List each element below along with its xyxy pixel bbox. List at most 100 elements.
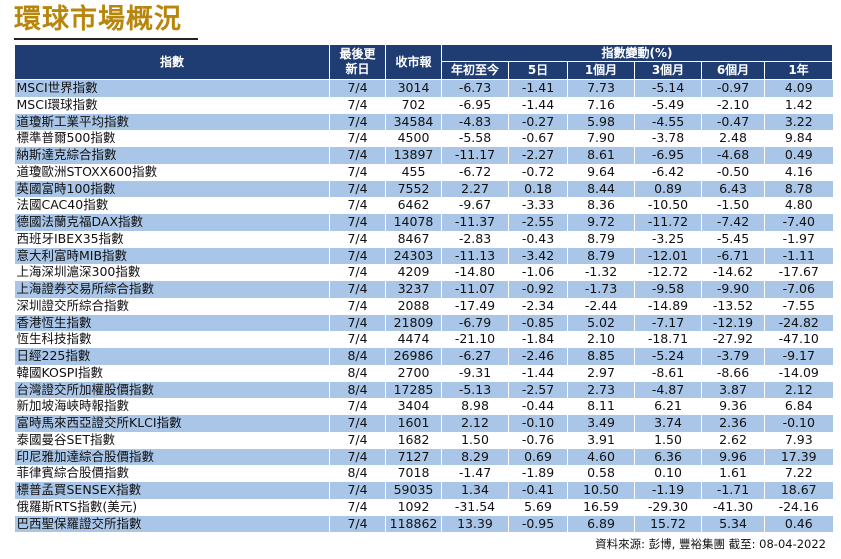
6m-change-cell: -0.47 — [701, 113, 765, 131]
3m-change-cell: -1.19 — [634, 482, 702, 499]
index-name-cell: 深圳證交所綜合指數 — [14, 297, 330, 315]
3m-change-cell: 3.74 — [634, 415, 702, 432]
ytd-change-cell: -6.95 — [441, 96, 509, 114]
ytd-change-cell: -14.80 — [441, 264, 509, 281]
table-row: 巴西聖保羅證交所指數 7/4 118862 13.39 -0.95 6.89 15.72 5.… — [14, 515, 833, 533]
last-update-cell: 7/4 — [329, 398, 386, 415]
table-row: 道瓊斯工業平均指數 7/4 34584 -4.83 -0.27 5.98 -4.55 -0.4… — [14, 113, 833, 131]
close-cell: 4500 — [385, 130, 442, 147]
5d-change-cell: -2.55 — [508, 214, 568, 231]
1y-change-cell: 6.84 — [764, 398, 833, 415]
1y-change-cell: 8.78 — [764, 180, 833, 198]
1y-change-cell: 9.84 — [764, 130, 833, 147]
index-name-cell: 道瓊斯工業平均指數 — [14, 113, 330, 131]
table-row: 印尼雅加達綜合股價指數 7/4 7127 8.29 0.69 4.60 6.36 9.96 17… — [14, 448, 833, 466]
last-update-cell: 7/4 — [329, 113, 386, 131]
index-name-cell: 日經225指數 — [14, 348, 330, 365]
close-cell: 21809 — [385, 314, 442, 332]
table-row: 深圳證交所綜合指數 7/4 2088 -17.49 -2.34 -2.44 -14.89 -1… — [14, 297, 833, 315]
index-name-cell: 西班牙IBEX35指數 — [14, 230, 330, 248]
6m-change-cell: 6.43 — [701, 180, 765, 198]
index-name-cell: 台灣證交所加權股價指數 — [14, 381, 330, 399]
close-cell: 7018 — [385, 465, 442, 482]
1m-change-cell: 16.59 — [567, 498, 635, 516]
index-name-cell: 納斯達克綜合指數 — [14, 147, 330, 164]
1y-change-cell: -7.55 — [764, 297, 833, 315]
5d-change-cell: -2.34 — [508, 297, 568, 315]
6m-change-cell: 2.62 — [701, 431, 765, 449]
1m-change-cell: 7.90 — [567, 130, 635, 147]
1m-change-cell: 3.91 — [567, 431, 635, 449]
close-cell: 4474 — [385, 331, 442, 348]
1y-change-cell: 1.42 — [764, 96, 833, 114]
last-update-cell: 7/4 — [329, 247, 386, 265]
1y-change-cell: -1.97 — [764, 230, 833, 248]
table-row: 香港恆生指數 7/4 21809 -6.79 -0.85 5.02 -7.17 -12.19-… — [14, 314, 833, 332]
last-update-cell: 8/4 — [329, 348, 386, 365]
close-cell: 34584 — [385, 113, 442, 131]
close-cell: 1682 — [385, 431, 442, 449]
market-table: 指數 最後更新日 收市報 指數變動(%) 年初至今 5日 1個月 3個月 6個月… — [14, 44, 833, 533]
1m-change-cell: 2.10 — [567, 331, 635, 348]
1m-change-cell: 8.36 — [567, 197, 635, 214]
ytd-change-cell: -4.83 — [441, 113, 509, 131]
1y-change-cell: -47.10 — [764, 331, 833, 348]
table-row: 標普孟買SENSEX指數 7/4 59035 1.34 -0.41 10.50 -1.19-… — [14, 482, 833, 499]
index-name-cell: 香港恆生指數 — [14, 314, 330, 332]
close-cell: 6462 — [385, 197, 442, 214]
5d-change-cell: -1.44 — [508, 96, 568, 114]
1y-change-cell: 4.09 — [764, 79, 833, 97]
5d-change-cell: -0.92 — [508, 281, 568, 298]
3m-change-cell: -11.72 — [634, 214, 702, 231]
close-cell: 24303 — [385, 247, 442, 265]
ytd-change-cell: 13.39 — [441, 515, 509, 533]
close-cell: 1092 — [385, 498, 442, 516]
last-update-cell: 7/4 — [329, 448, 386, 466]
table-body: MSCI世界指數 7/4 3014 -6.73 -1.41 7.73 -5.14 -0.97 4… — [14, 79, 833, 533]
ytd-change-cell: -11.13 — [441, 247, 509, 265]
close-cell: 3237 — [385, 281, 442, 298]
close-cell: 4209 — [385, 264, 442, 281]
index-name-cell: 俄羅斯RTS指數(美元) — [14, 498, 330, 516]
table-row: 新加坡海峽時報指數 7/4 3404 8.98 -0.44 8.11 6.21 9.36 6.8… — [14, 398, 833, 415]
index-name-cell: 泰國曼谷SET指數 — [14, 431, 330, 449]
5d-change-cell: -2.27 — [508, 147, 568, 164]
table-row: 俄羅斯RTS指數(美元) 7/4 1092 -31.54 5.69 16.59 -29.30… — [14, 498, 833, 516]
5d-change-cell: 5.69 — [508, 498, 568, 516]
3m-change-cell: -29.30 — [634, 498, 702, 516]
title-underline — [14, 38, 198, 40]
3m-change-cell: -10.50 — [634, 197, 702, 214]
header-change-group: 指數變動(%) — [441, 44, 833, 62]
1y-change-cell: -1.11 — [764, 247, 833, 265]
close-cell: 3404 — [385, 398, 442, 415]
ytd-change-cell: 1.50 — [441, 431, 509, 449]
6m-change-cell: -0.50 — [701, 163, 765, 181]
1m-change-cell: 5.02 — [567, 314, 635, 332]
close-cell: 702 — [385, 96, 442, 114]
ytd-change-cell: -31.54 — [441, 498, 509, 516]
last-update-cell: 7/4 — [329, 498, 386, 516]
1y-change-cell: -17.67 — [764, 264, 833, 281]
6m-change-cell: -4.68 — [701, 147, 765, 164]
3m-change-cell: -7.17 — [634, 314, 702, 332]
header-last-update: 最後更新日 — [329, 44, 386, 80]
table-row: 道瓊歐洲STOXX600指數 7/4 455 -6.72 -0.72 9.64 -6.42-… — [14, 163, 833, 181]
last-update-cell: 7/4 — [329, 197, 386, 214]
index-name-cell: MSCI環球指數 — [14, 96, 330, 114]
last-update-cell: 7/4 — [329, 79, 386, 97]
ytd-change-cell: 2.12 — [441, 415, 509, 432]
table-row: 上海深圳滬深300指數 7/4 4209 -14.80 -1.06 -1.32 -12.72… — [14, 264, 833, 281]
header-last-update-label: 最後更新日 — [339, 47, 376, 76]
6m-change-cell: 1.61 — [701, 465, 765, 482]
last-update-cell: 7/4 — [329, 230, 386, 248]
header-period: 1個月 — [567, 61, 635, 80]
1m-change-cell: 9.72 — [567, 214, 635, 231]
ytd-change-cell: 1.34 — [441, 482, 509, 499]
close-cell: 14078 — [385, 214, 442, 231]
1y-change-cell: -24.16 — [764, 498, 833, 516]
6m-change-cell: -12.19 — [701, 314, 765, 332]
6m-change-cell: 9.96 — [701, 448, 765, 466]
index-name-cell: 上海證券交易所綜合指數 — [14, 281, 330, 298]
ytd-change-cell: -21.10 — [441, 331, 509, 348]
6m-change-cell: -9.90 — [701, 281, 765, 298]
